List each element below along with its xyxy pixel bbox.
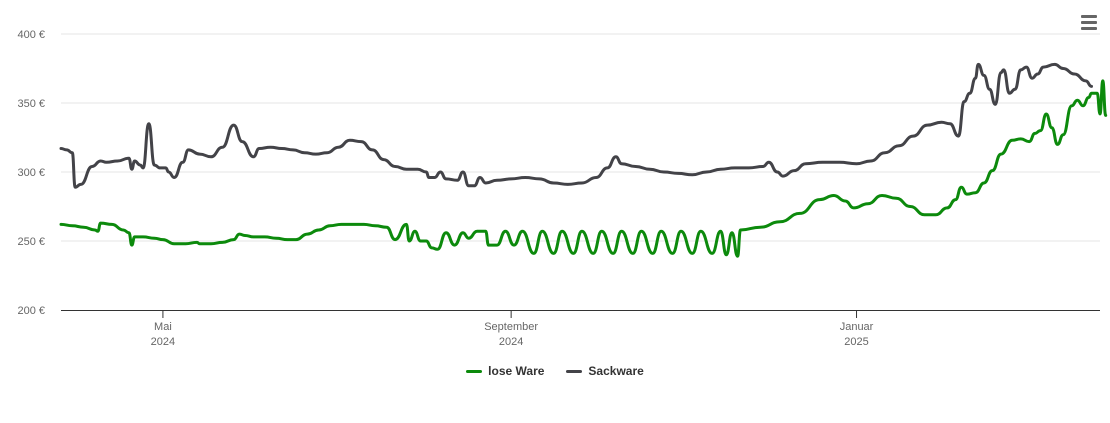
series-line-lose-ware bbox=[59, 79, 1108, 258]
y-tick-label: 300 € bbox=[17, 167, 45, 179]
x-tick-label-month: September bbox=[484, 321, 538, 333]
x-tick-label-year: 2025 bbox=[844, 336, 868, 348]
x-tick-label-year: 2024 bbox=[499, 336, 523, 348]
legend-item-lose-ware[interactable]: lose Ware bbox=[466, 364, 544, 378]
series-line-sackware bbox=[59, 62, 1093, 189]
legend-label-sackware: Sackware bbox=[588, 364, 644, 378]
chart-menu-icon[interactable] bbox=[1078, 12, 1100, 32]
legend-label-lose-ware: lose Ware bbox=[488, 364, 545, 378]
x-tick-label-month: Mai bbox=[154, 321, 172, 333]
x-tick-label-month: Januar bbox=[840, 321, 874, 333]
y-tick-label: 200 € bbox=[17, 305, 45, 317]
legend-item-sackware[interactable]: Sackware bbox=[566, 364, 644, 378]
legend-swatch-lose-ware bbox=[466, 369, 483, 373]
y-tick-label: 400 € bbox=[17, 29, 45, 41]
legend-swatch-sackware bbox=[566, 369, 583, 373]
y-tick-label: 350 € bbox=[17, 98, 45, 110]
y-tick-label: 250 € bbox=[17, 236, 45, 248]
x-tick-label-year: 2024 bbox=[151, 336, 175, 348]
legend: lose Ware Sackware bbox=[0, 364, 1110, 378]
